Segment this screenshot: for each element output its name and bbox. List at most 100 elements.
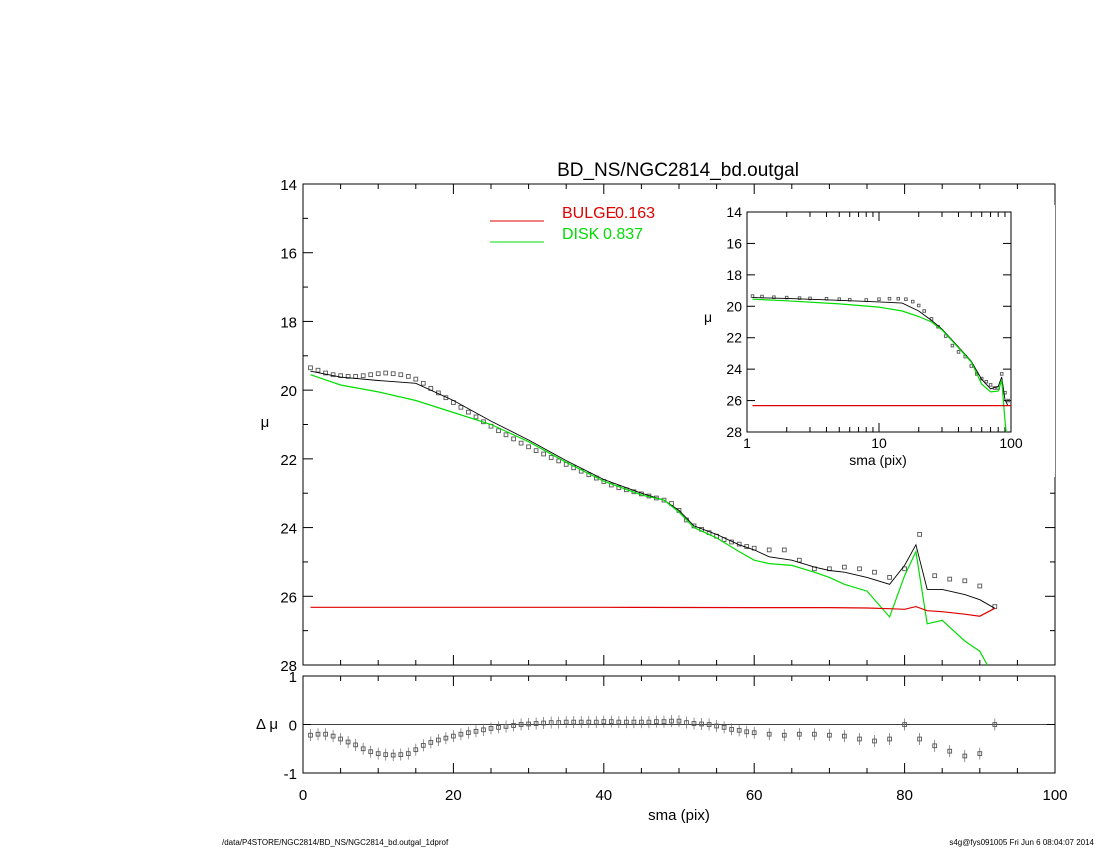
residual-residual-point — [511, 723, 516, 728]
residual-residual-point — [796, 731, 802, 737]
residual-residual-point — [413, 747, 419, 753]
inset-data-point — [877, 297, 881, 301]
inset-data-point — [999, 372, 1004, 376]
residual-residual-point — [887, 736, 892, 742]
inset-xlabel: sma (pix) — [849, 452, 907, 468]
residual-residual-point — [669, 718, 674, 724]
inset-ytick-label: 20 — [726, 298, 742, 314]
footer-timestamp: s4g@fys091005 Fri Jun 6 08:04:07 2014 — [949, 838, 1094, 847]
main-data-point — [330, 372, 336, 378]
residual-residual-point — [428, 740, 434, 745]
residual-residual-point — [353, 742, 358, 748]
residual-residual-point — [533, 721, 539, 726]
residual-residual-point — [315, 731, 321, 737]
main-data-point — [511, 436, 516, 442]
inset-data-point — [904, 297, 908, 301]
residual-residual-point — [443, 735, 449, 741]
residual-ytick-label: 0 — [289, 718, 297, 735]
residual-residual-point — [488, 726, 494, 731]
residual-residual-point — [586, 719, 592, 725]
main-data-point — [398, 372, 404, 378]
residual-residual-point — [578, 719, 584, 725]
residual-residual-point — [639, 719, 644, 725]
main-ytick-label: 16 — [280, 246, 297, 263]
residual-ytick-label: -1 — [284, 766, 297, 783]
main-data-point — [315, 367, 321, 373]
main-data-point — [947, 576, 953, 582]
xtick-label: 0 — [299, 787, 307, 804]
xtick-label: 80 — [896, 787, 913, 804]
main-data-point — [383, 370, 389, 376]
inset-data-point — [896, 296, 901, 301]
residual-residual-point — [616, 719, 622, 725]
main-plot: 14 16 18 20 22 24 26 28 μ — [261, 177, 1056, 675]
main-data-point — [496, 428, 501, 434]
main-data-point — [902, 566, 907, 572]
footer-file-path: /data/P4STORE/NGC2814/BD_NS/NGC2814_bd.o… — [222, 838, 449, 847]
residual-residual-point — [420, 743, 426, 748]
inset-data-point — [916, 303, 921, 308]
residual-residual-point — [744, 729, 750, 735]
residual-residual-point — [398, 752, 404, 757]
inset-data-point — [984, 379, 989, 384]
legend-label-disk: DISK — [562, 226, 600, 243]
inset-data-point — [887, 296, 892, 301]
inset-plot: 14 16 18 20 22 24 26 281 10 100 sma (pix) μ — [704, 204, 1023, 468]
main-data-point — [503, 432, 509, 438]
residual-residual-point — [571, 719, 577, 725]
main-ylabel: μ — [261, 414, 270, 431]
inset-data-point — [910, 299, 915, 304]
residual-residual-point — [330, 733, 336, 739]
residual-residual-point — [405, 751, 411, 756]
inset-ytick-label: 14 — [726, 204, 742, 220]
residual-residual-point — [691, 721, 697, 726]
residual-residual-point — [481, 727, 486, 733]
residual-residual-point — [323, 731, 328, 737]
residual-residual-point — [503, 724, 509, 729]
inset-data-point — [988, 383, 993, 387]
residual-residual-point — [872, 738, 877, 744]
inset-data-point — [956, 350, 961, 354]
legend-label-bulge: BULGE — [562, 205, 616, 222]
main-data-point — [766, 547, 772, 553]
residual-residual-point — [684, 720, 689, 725]
inset-data-point — [784, 295, 789, 300]
main-data-point — [518, 440, 524, 446]
residual-residual-point — [436, 737, 441, 743]
residual-residual-point — [541, 720, 546, 726]
main-data-point — [842, 564, 847, 570]
residual-residual-point — [496, 725, 501, 730]
xtick-label: 60 — [746, 787, 763, 804]
residual-residual-point — [624, 719, 629, 725]
main-ytick-label: 22 — [280, 452, 297, 469]
main-disk-line — [310, 374, 988, 666]
residual-residual-point — [902, 722, 907, 727]
main-data-point — [932, 573, 938, 579]
main-data-point — [962, 578, 968, 584]
inset-data-point — [922, 309, 926, 313]
main-data-point — [360, 373, 366, 379]
residual-residual-point — [842, 733, 847, 739]
residual-residual-point — [308, 732, 313, 738]
residual-ylabel: Δ μ — [256, 716, 278, 733]
residual-residual-point — [857, 736, 862, 742]
residual-residual-point — [962, 753, 968, 759]
residual-residual-point — [473, 728, 479, 734]
residual-residual-point — [699, 721, 704, 727]
main-data-point — [917, 532, 922, 537]
main-data-point — [420, 380, 426, 386]
main-data-point — [323, 370, 328, 376]
main-data-point — [887, 575, 892, 580]
legend-value-disk: 0.837 — [603, 226, 643, 243]
residual-residual-point — [714, 723, 719, 729]
residual-residual-point — [736, 727, 742, 733]
residual-residual-point — [556, 720, 562, 725]
main-data-point — [526, 444, 531, 450]
residual-residual-point — [526, 721, 531, 727]
residual-residual-point — [518, 722, 524, 727]
main-data-point — [338, 373, 343, 379]
main-data-point — [977, 583, 983, 589]
inset-data-point — [1006, 398, 1010, 403]
residual-residual-point — [706, 722, 712, 727]
